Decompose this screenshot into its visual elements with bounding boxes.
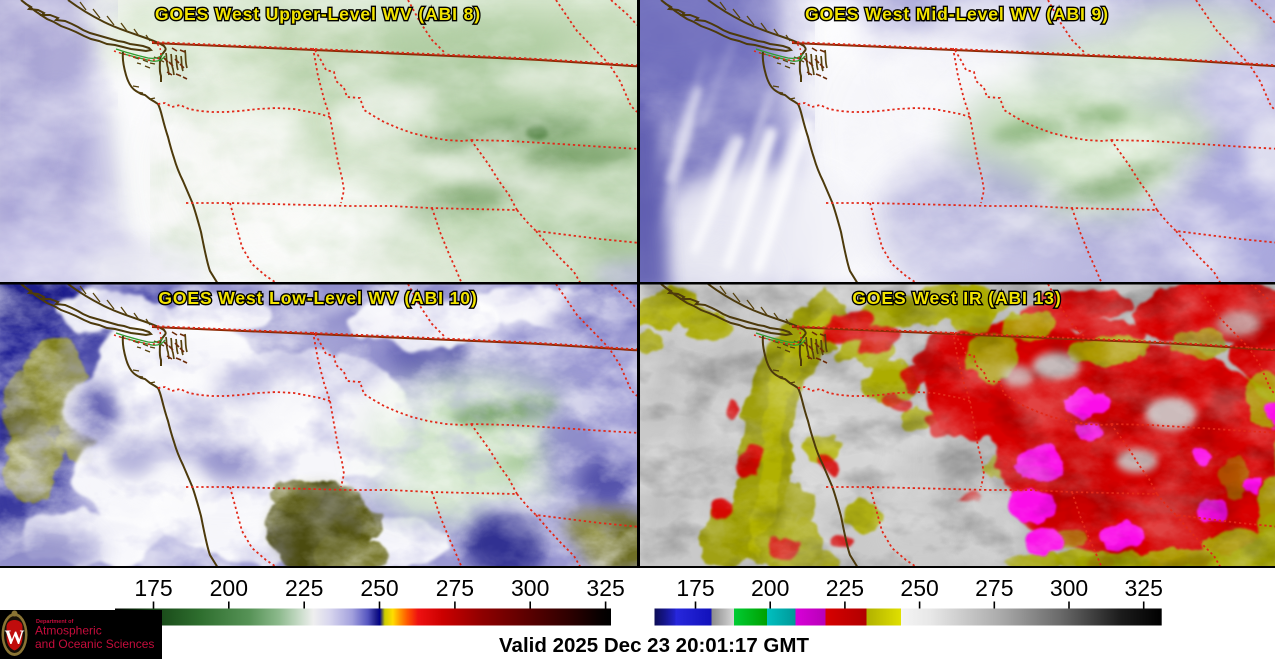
- svg-text:W: W: [5, 627, 25, 649]
- svg-text:225: 225: [826, 575, 864, 601]
- svg-text:225: 225: [285, 575, 323, 601]
- svg-text:250: 250: [360, 575, 398, 601]
- svg-text:325: 325: [1125, 575, 1163, 601]
- svg-text:325: 325: [586, 575, 624, 601]
- svg-text:GOES West IR (ABI 13): GOES West IR (ABI 13): [852, 288, 1061, 308]
- svg-text:300: 300: [511, 575, 549, 601]
- svg-text:Valid 2025 Dec 23 20:01:17 GMT: Valid 2025 Dec 23 20:01:17 GMT: [499, 634, 809, 657]
- svg-text:and Oceanic Sciences: and Oceanic Sciences: [35, 637, 154, 651]
- svg-text:GOES West Low-Level WV (ABI 10: GOES West Low-Level WV (ABI 10): [158, 288, 477, 308]
- svg-text:250: 250: [900, 575, 938, 601]
- svg-text:175: 175: [134, 575, 172, 601]
- svg-text:175: 175: [676, 575, 714, 601]
- svg-text:GOES West Mid-Level WV (ABI 9): GOES West Mid-Level WV (ABI 9): [805, 4, 1109, 24]
- svg-text:GOES West Upper-Level WV (ABI: GOES West Upper-Level WV (ABI 8): [155, 4, 481, 24]
- svg-text:200: 200: [210, 575, 248, 601]
- svg-text:275: 275: [436, 575, 474, 601]
- svg-text:275: 275: [975, 575, 1013, 601]
- svg-text:300: 300: [1050, 575, 1088, 601]
- svg-text:Atmospheric: Atmospheric: [35, 624, 102, 638]
- svg-text:Department of: Department of: [36, 619, 73, 625]
- svg-text:200: 200: [751, 575, 789, 601]
